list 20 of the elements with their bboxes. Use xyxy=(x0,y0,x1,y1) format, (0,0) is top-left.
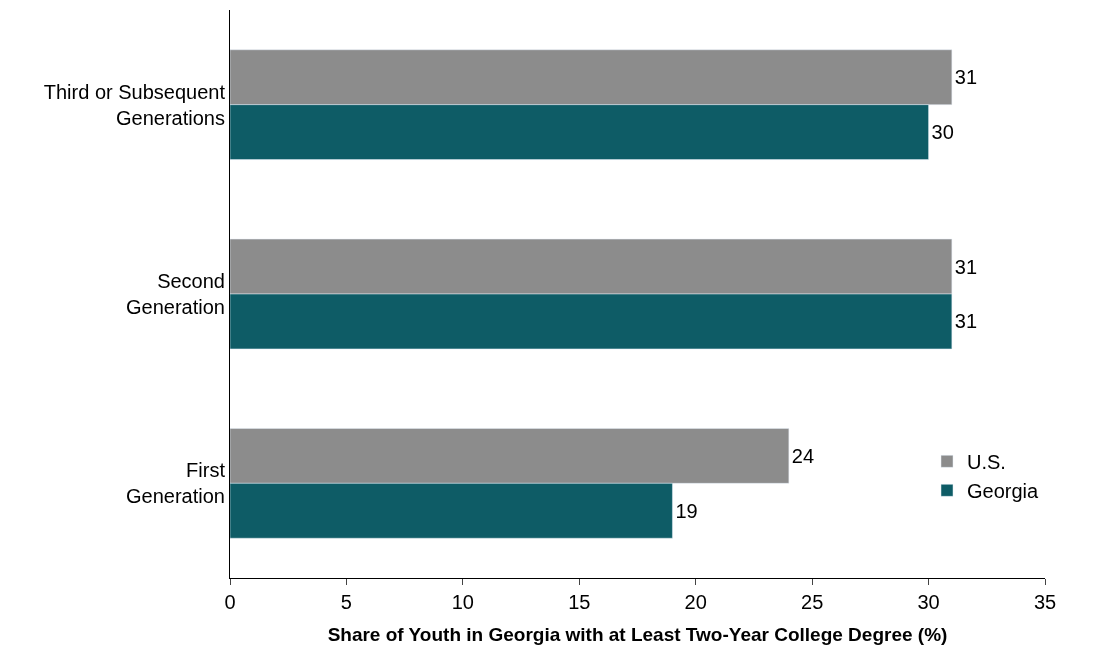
y-tick-label: Second Generation xyxy=(126,270,225,318)
y-tick-label: Third or Subsequent Generations xyxy=(43,80,226,129)
x-tick-label: 25 xyxy=(801,591,824,613)
x-tick-label: 5 xyxy=(340,591,352,613)
y-tick-label: First Generation xyxy=(126,459,226,508)
x-tick-label: 15 xyxy=(568,591,591,613)
legend-label: U.S. xyxy=(967,451,1006,474)
x-axis-title: Share of Youth in Georgia with at Least Two-Year College Degree (%) xyxy=(327,623,948,645)
legend-label: Georgia xyxy=(967,480,1040,503)
data-label: 31 xyxy=(954,255,978,278)
data-label: 24 xyxy=(791,444,815,467)
x-tick-label: 10 xyxy=(451,591,474,613)
data-label: 30 xyxy=(931,121,954,144)
x-tick-label: 30 xyxy=(917,591,940,613)
x-tick-label: 0 xyxy=(224,591,236,613)
x-tick-label: 35 xyxy=(1033,591,1057,613)
data-label: 31 xyxy=(954,66,978,89)
data-label: 19 xyxy=(675,499,698,522)
x-tick-label: 20 xyxy=(684,591,707,613)
data-label: 31 xyxy=(954,310,978,333)
